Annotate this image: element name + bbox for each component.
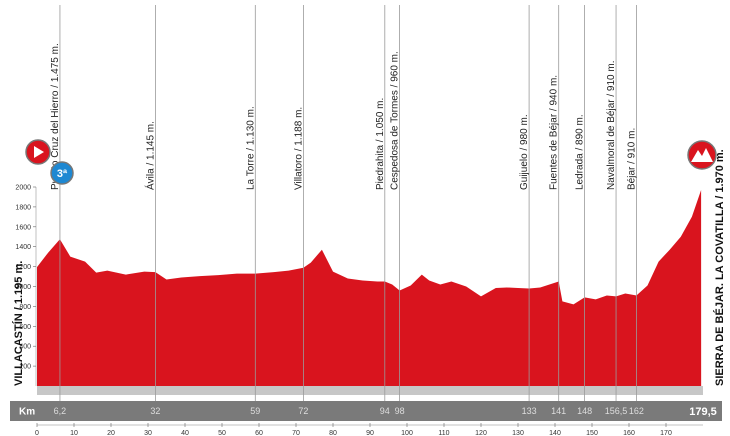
x-tick-label: 0 <box>35 430 39 436</box>
y-tick-label: 1600 <box>15 224 31 231</box>
y-tick-label: 2000 <box>15 185 31 192</box>
x-tick-label: 40 <box>181 430 189 436</box>
x-tick-label: 70 <box>292 430 300 436</box>
y-axis: 200 400 600 800 1000 1200 1400 1600 1800 2000 <box>15 185 37 386</box>
km-value: 156,5 <box>605 406 628 416</box>
y-tick-label: 1200 <box>15 264 31 271</box>
km-bar: Km 179,5 <box>10 401 722 421</box>
finish-label: SIERRA DE BÉJAR. LA COVATILLA / 1.970 m. <box>713 149 726 386</box>
x-tick-label: 80 <box>329 430 337 436</box>
mountain-finish-icon <box>687 140 717 170</box>
point-label: Cespedosa de Tormes / 960 m. <box>390 51 401 190</box>
point-label: Ávila / 1.145 m. <box>143 121 156 190</box>
point-label: Guijuelo / 980 m. <box>519 114 530 190</box>
point-label: La Torre / 1.130 m. <box>245 106 256 190</box>
point-label: Fuentes de Béjar / 940 m. <box>549 75 560 190</box>
point-label: Ledrada / 890 m. <box>575 114 586 190</box>
km-value: 6,2 <box>54 406 67 416</box>
x-tick-label: 10 <box>70 430 78 436</box>
x-tick-label: 130 <box>512 430 524 436</box>
x-tick-label: 60 <box>255 430 263 436</box>
y-tick-label: 400 <box>19 344 31 351</box>
base-layer <box>37 386 703 395</box>
y-tick-label: 1800 <box>15 204 31 211</box>
x-tick-label: 110 <box>438 430 449 436</box>
x-tick-label: 90 <box>366 430 374 436</box>
climb-category-badge: 3ª <box>50 161 74 185</box>
y-tick-label: 1000 <box>15 284 31 291</box>
km-value: 32 <box>150 406 160 416</box>
y-tick-label: 600 <box>19 324 31 331</box>
y-tick-label: 1400 <box>15 244 31 251</box>
km-bar-background <box>10 401 722 421</box>
km-total: 179,5 <box>689 406 717 418</box>
climb-category-text: 3ª <box>57 168 68 180</box>
x-tick-label: 100 <box>401 430 413 436</box>
x-tick-label: 30 <box>144 430 152 436</box>
km-value: 162 <box>629 406 644 416</box>
km-values: 6,2 32 59 72 94 98 133 141 148 156,5 162 <box>54 406 644 416</box>
start-label: VILLACASTÍN / 1.195 m. <box>12 261 25 386</box>
x-tick-label: 170 <box>660 430 672 436</box>
y-tick-label: 200 <box>19 364 31 371</box>
elevation-area <box>37 190 702 386</box>
x-tick-label: 120 <box>475 430 487 436</box>
base-band <box>37 386 703 395</box>
x-tick-label: 160 <box>623 430 635 436</box>
marker-lines <box>59 5 637 401</box>
point-label: Piedrahita / 1.050 m. <box>375 98 386 190</box>
start-flag-icon <box>25 139 51 165</box>
km-value: 94 <box>380 406 390 416</box>
point-label: Villatoro / 1.188 m. <box>293 107 304 190</box>
km-value: 72 <box>298 406 308 416</box>
x-tick-label: 20 <box>107 430 115 436</box>
x-tick-label: 50 <box>218 430 226 436</box>
point-label: Navalmoral de Béjar / 910 m. <box>606 60 617 190</box>
x-tick-label: 150 <box>586 430 598 436</box>
point-labels: Puerto Cruz del Hierro / 1.475 m. Ávila /… <box>50 43 637 190</box>
y-tick-label: 800 <box>19 304 31 311</box>
km-value: 59 <box>250 406 260 416</box>
x-tick-label: 140 <box>549 430 561 436</box>
point-label: Puerto Cruz del Hierro / 1.475 m. <box>50 43 61 190</box>
km-bar-title: Km <box>19 407 35 418</box>
km-value: 141 <box>551 406 566 416</box>
x-axis: 0 10 20 30 40 50 60 70 80 90 100 110 120 130 140 150 160… <box>35 423 703 436</box>
km-value: 133 <box>522 406 537 416</box>
km-value: 98 <box>395 406 405 416</box>
point-label: Béjar / 910 m. <box>626 128 637 190</box>
km-value: 148 <box>577 406 592 416</box>
